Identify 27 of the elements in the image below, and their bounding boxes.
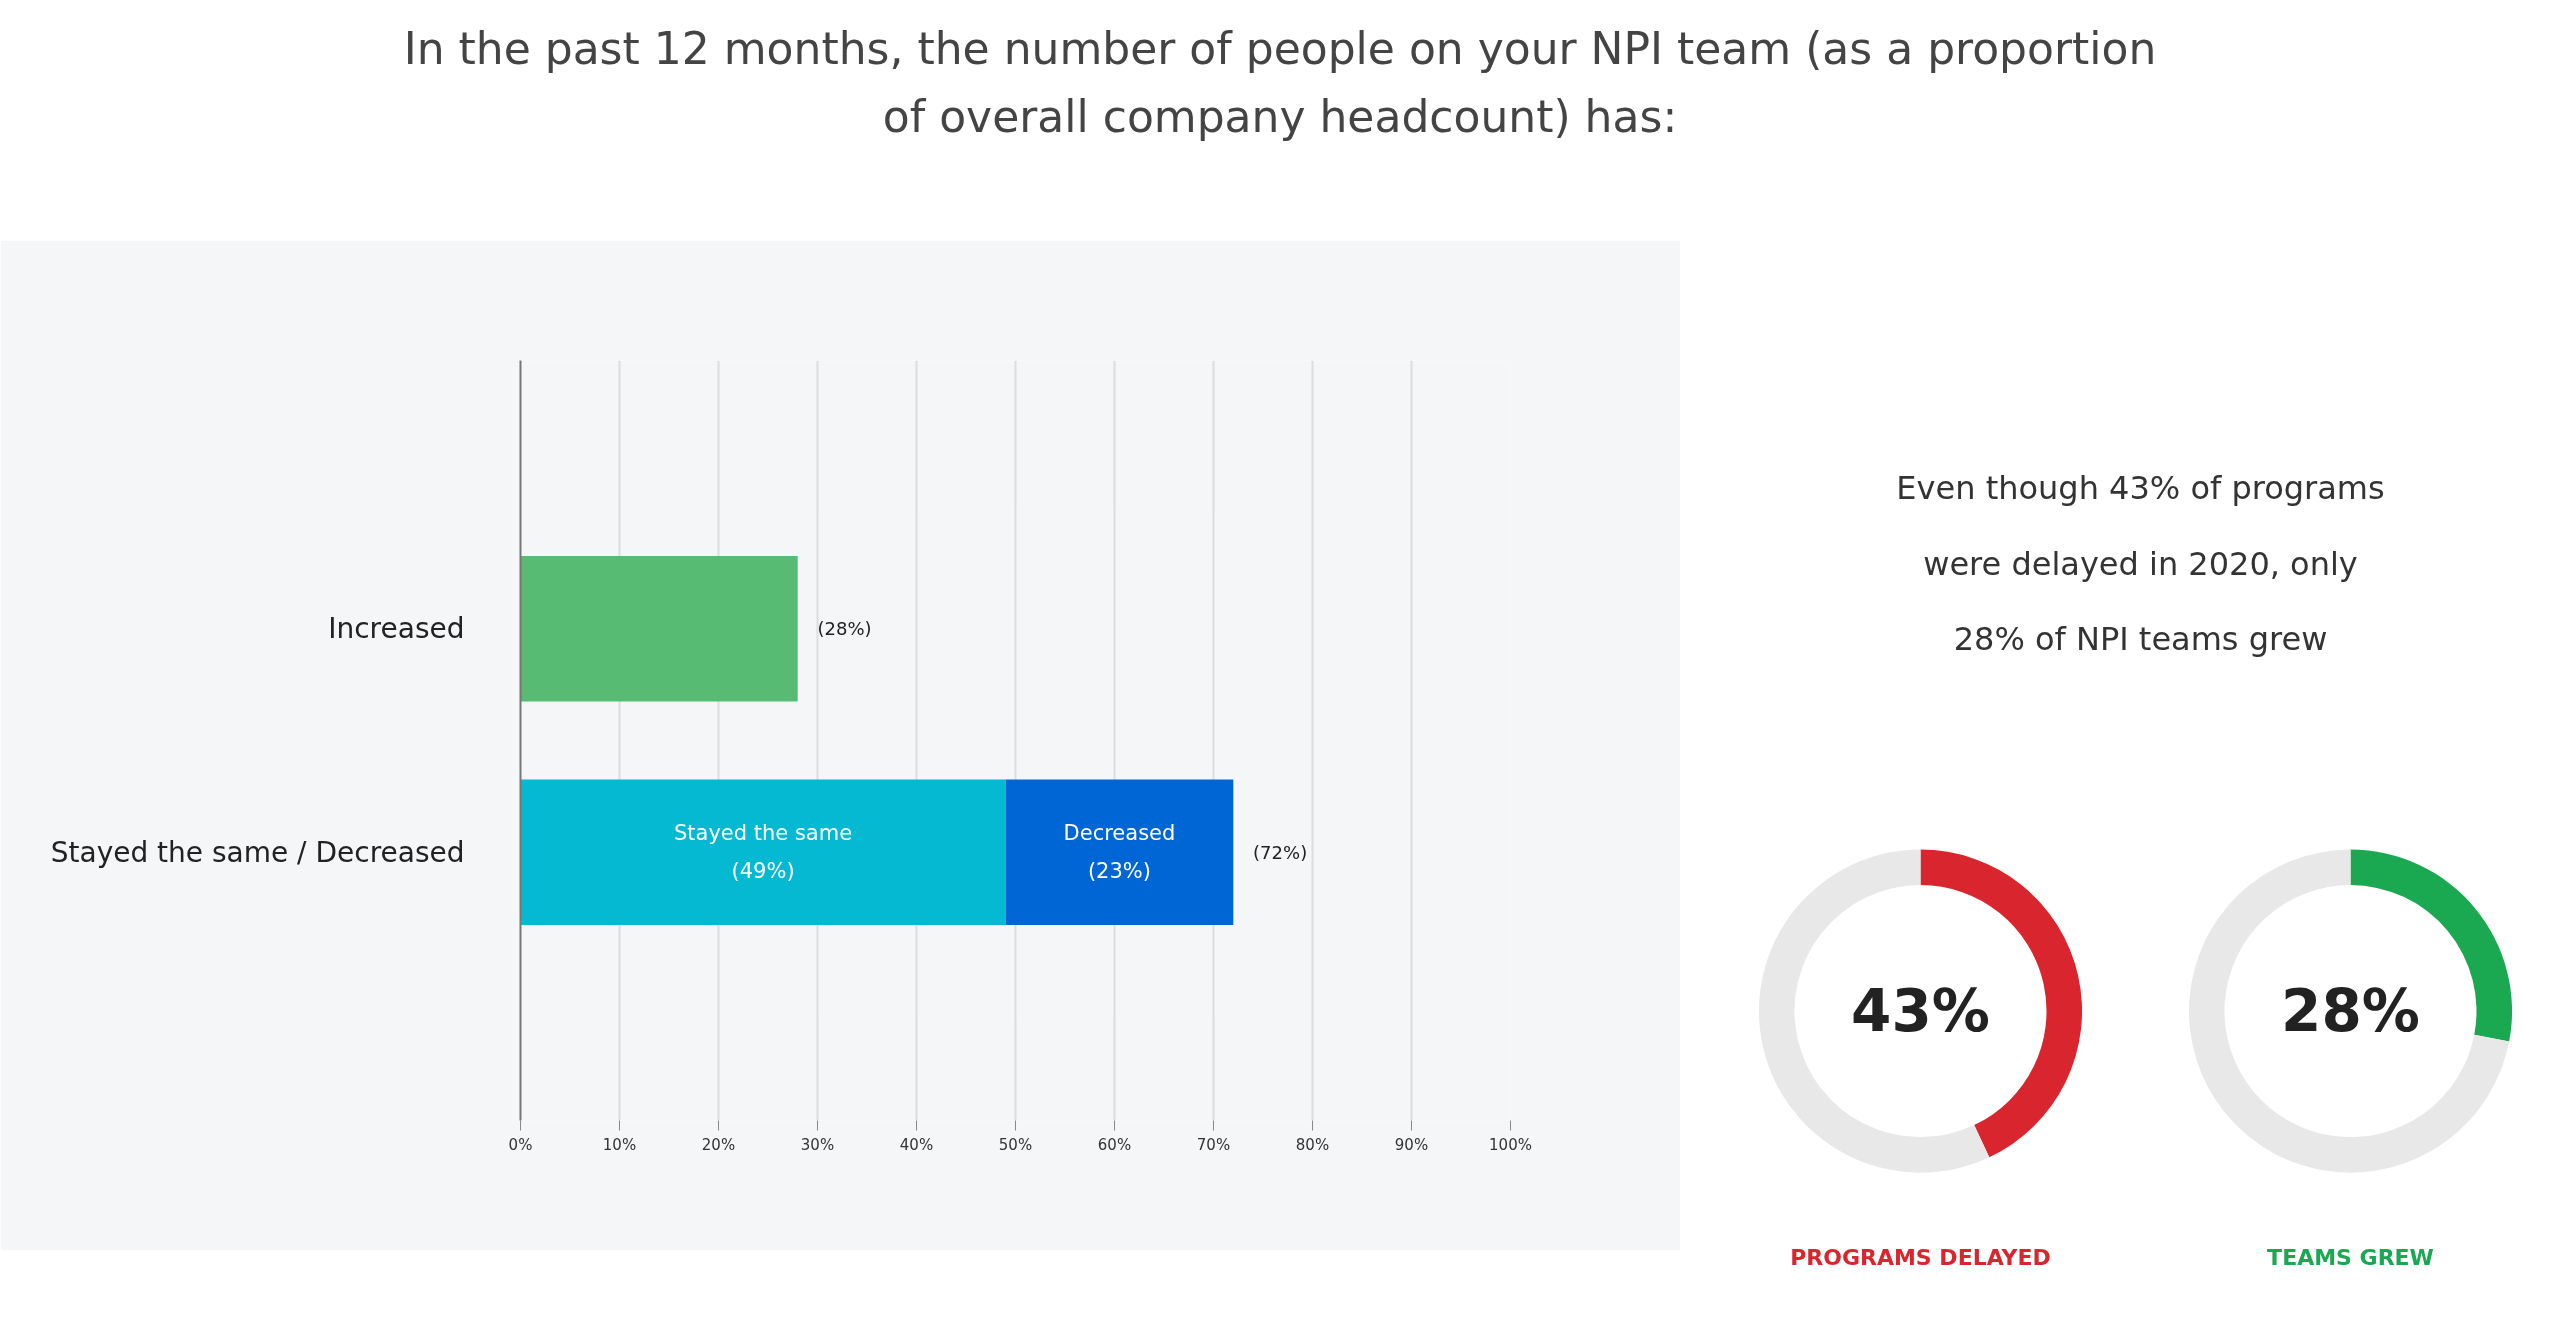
x-tick-label: 70% bbox=[1196, 1135, 1231, 1154]
x-tick-label: 20% bbox=[701, 1135, 736, 1154]
x-tick-label: 80% bbox=[1295, 1135, 1330, 1154]
x-tick-label: 60% bbox=[1097, 1135, 1132, 1154]
text: were delayed in 2020, only bbox=[1923, 544, 2358, 583]
total-label: (28%) bbox=[817, 618, 872, 640]
chart-title: In the past 12 months, the number of people on your NPI team (as a proportion of overall company headcount) has: bbox=[402, 22, 2158, 145]
x-tick-label: 40% bbox=[899, 1135, 934, 1154]
text: 28% of NPI teams grew bbox=[1953, 620, 2328, 659]
text: PROGRAMS DELAYED bbox=[1790, 1244, 2051, 1270]
y-tick-label: Stayed the same / Decreased bbox=[50, 835, 465, 869]
x-tick-label: 0% bbox=[508, 1135, 533, 1154]
x-tick-label: 50% bbox=[998, 1135, 1033, 1154]
data-label: (23%) bbox=[1087, 859, 1151, 884]
x-tick-label: 10% bbox=[602, 1135, 637, 1154]
total-label: (72%) bbox=[1253, 841, 1308, 863]
x-tick-label: 90% bbox=[1394, 1135, 1429, 1154]
x-tick-label: 100% bbox=[1489, 1135, 1532, 1154]
x-tick-label: 30% bbox=[800, 1135, 835, 1154]
text: TEAMS GREW bbox=[2267, 1244, 2434, 1270]
y-tick-label: Increased bbox=[328, 612, 465, 646]
data-label: 43% bbox=[1851, 977, 1990, 1046]
text: Even though 43% of programs bbox=[1896, 469, 2385, 508]
series-label: Stayed the same bbox=[673, 821, 853, 846]
data-label: (49%) bbox=[731, 859, 795, 884]
data-label: 28% bbox=[2281, 977, 2420, 1046]
series-label: Decreased bbox=[1063, 821, 1176, 846]
